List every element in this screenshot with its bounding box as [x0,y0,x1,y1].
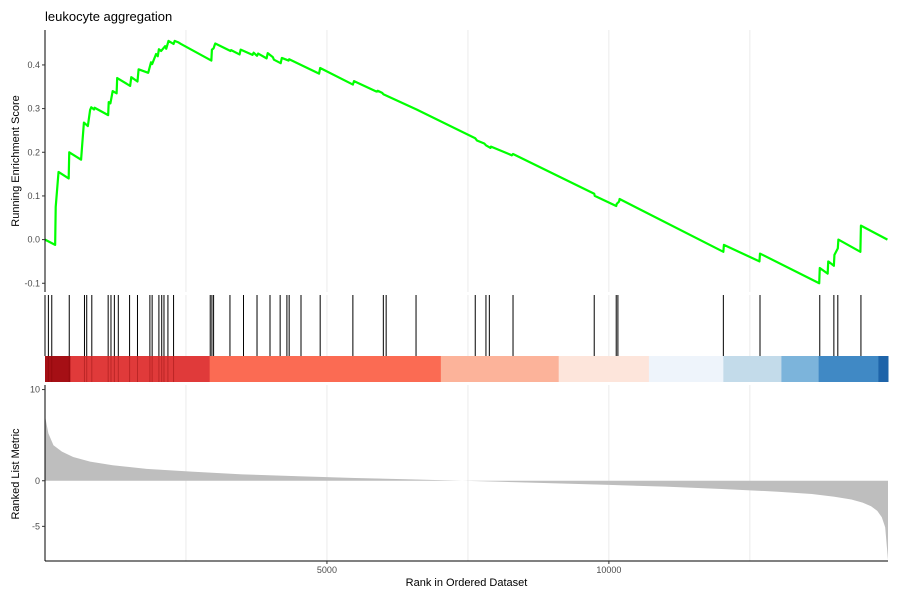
color-bar-segment [70,356,211,382]
running-score-y-tick-label: 0.2 [27,147,40,157]
color-bar-segment [209,356,442,382]
chart-title: leukocyte aggregation [45,9,172,24]
ranked-metric-y-tick-label: 10 [30,385,40,395]
running-score-y-tick-label: 0.3 [27,104,40,114]
color-bar-segment [818,356,879,382]
color-bar-segment [781,356,820,382]
x-axis-title: Rank in Ordered Dataset [406,577,528,589]
rank-color-bar [45,356,889,382]
running-score-y-tick-label: 0.4 [27,60,40,70]
vertical-grid-lines [185,30,751,561]
running-score-axis-title: Running Enrichment Score [10,95,22,226]
ranked-metric-panel [45,412,888,561]
gene-hit-ticks [47,295,862,356]
color-bar-segment [878,356,889,382]
running-score-y-tick-label: -0.1 [24,278,40,288]
running-score-y-tick-label: 0.1 [27,191,40,201]
running-score-line [44,39,888,285]
ranked-metric-axis-title: Ranked List Metric [10,428,22,520]
ranked-metric-y-tick-label: -5 [32,521,40,531]
color-bar-segment [45,356,71,382]
color-bar-segment [558,356,650,382]
ranked-metric-area [45,412,888,561]
color-bar-segment [440,356,560,382]
color-bar-segment [723,356,782,382]
running-score-panel [44,39,888,285]
axes: -0.1 0.0 0.1 0.2 0.3 0.4 10 0 -5 5000 10000 [24,30,888,575]
color-bar-segment [648,356,724,382]
ranked-metric-y-tick-label: 0 [35,476,40,486]
x-axis-tick-label: 10000 [596,565,621,575]
x-axis-tick-label: 5000 [317,565,337,575]
running-score-y-tick-label: 0.0 [27,235,40,245]
